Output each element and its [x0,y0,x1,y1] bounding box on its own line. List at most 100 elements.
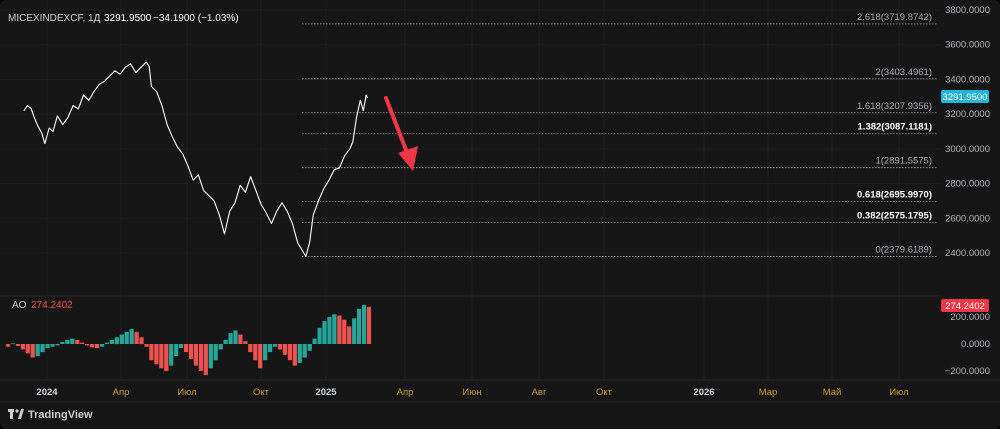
time-label: Июн [462,387,481,398]
ao-bar [90,344,95,348]
ao-bar [307,344,312,351]
ao-bar [208,344,213,369]
ao-bar [119,334,124,344]
ao-value-tag [941,299,989,312]
legend-price: 3291.9500 [104,13,152,24]
ao-bar [357,308,362,344]
ao-bar [40,344,45,353]
ao-bar [10,343,16,345]
last-price-tag-label: 3291.9500 [943,92,988,103]
ao-bar [258,344,263,369]
ao-bar [5,344,11,347]
time-label: Мар [759,387,778,398]
ao-bar [159,344,164,369]
price-tick-label: 2800.0000 [945,179,990,190]
ao-bar [129,329,134,344]
ao-bar [174,344,179,357]
ao-bar [213,344,218,361]
fib-level-label: 2.618(3719.8742) [857,12,932,23]
fib-level-label: 1.382(3087.1181) [858,122,932,133]
price-axis[interactable]: 3800.0000 3600.0000 3400.0000 3200.0000 3000… [945,5,990,259]
ao-bar [198,344,203,371]
ao-bar [352,318,357,344]
arrow-shaft [384,96,408,152]
ao-bar [312,338,317,344]
ao-bar [292,344,297,366]
ao-bar [342,319,347,344]
ao-bar [297,344,302,363]
ao-tick-label: −200.0000 [945,366,990,377]
tradingview-logo-icon [8,406,24,424]
price-series-line [23,61,369,258]
time-label: Апр [397,387,414,398]
ao-tick-label: 0.0000 [961,339,990,350]
price-tick-label: 3800.0000 [945,5,990,16]
time-label: 2024 [36,387,58,398]
time-label: Апр [113,387,130,398]
ao-bar [149,344,154,361]
ao-bar [366,307,372,344]
fib-level-label: 2(3403.4961) [875,67,932,78]
down-arrow-annotation[interactable] [384,96,418,171]
fib-level-label: 0(2379.6189) [875,245,932,256]
tradingview-brand[interactable]: TradingView [8,407,93,423]
ao-bar [104,342,109,344]
ao-bar [233,330,238,344]
ao-bar [15,344,20,346]
ao-bar [277,344,283,350]
last-price-tag [941,90,989,103]
ao-bar [317,327,322,344]
ao-axis[interactable]: 200.0000 0.0000 −200.0000 [945,312,990,377]
ao-bar [188,344,194,359]
ao-value-tag-label: 274.2402 [945,301,985,312]
indicator-name[interactable]: AO [12,300,27,311]
ao-bar [337,315,342,344]
ao-bar [144,344,149,347]
grid [0,0,940,380]
ao-bar [332,314,337,344]
ao-bar [124,331,129,344]
ao-bar [75,339,80,344]
ao-bar [70,338,75,344]
time-label: Май [823,387,842,398]
ao-bar [164,344,169,371]
ao-bar [109,339,114,344]
ao-bar [55,344,60,346]
ao-bar [139,337,144,345]
price-tick-label: 3400.0000 [945,74,990,85]
legend-symbol[interactable]: MICEXINDEXCF, 1Д [8,13,101,24]
ao-bar [134,331,139,344]
fib-level-label: 1.618(3207.9356) [857,101,932,112]
ao-bar [30,344,35,358]
ao-bar [114,337,119,345]
ao-bar [193,344,198,366]
ao-bar [218,344,223,350]
fibonacci-levels[interactable]: 2.618(3719.8742) 2(3403.4961) 1.618(3207.9… [302,12,938,257]
ao-bar [25,344,30,354]
time-label: 2026 [693,387,714,398]
ao-bar [322,321,327,344]
ao-bar [238,334,243,344]
price-tick-label: 3200.0000 [945,109,990,120]
time-label: Окт [253,387,270,398]
legend-change: −34.1900 (−1.03%) [153,13,239,24]
ao-bar [228,333,233,344]
ao-bar [179,344,184,349]
fib-level-label: 0.618(2695.9970) [857,190,932,201]
arrow-head [398,146,418,171]
ao-bar [302,344,307,358]
ao-bar [184,344,189,353]
ao-bar [273,344,278,347]
ao-bar [282,344,288,355]
time-axis[interactable]: 2024 Апр Июл Окт 2025 Апр Июн Авг Окт 2026 Мар Май И… [36,387,908,398]
ao-bar [154,344,159,365]
ao-bar [35,344,40,357]
price-tick-label: 3600.0000 [945,40,990,51]
time-label: Июл [177,387,196,398]
ao-bar [99,344,105,347]
ao-bar [60,342,65,344]
ao-bar [169,344,174,366]
ao-bar [80,342,85,344]
